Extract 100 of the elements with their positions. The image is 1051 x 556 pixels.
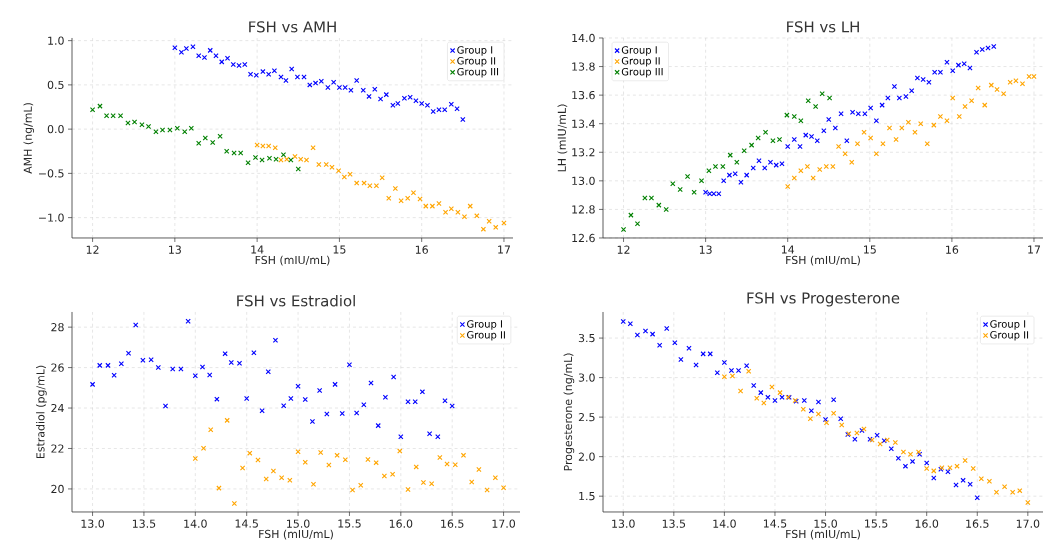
point [420,479,427,486]
point [777,389,783,396]
legend-label: Group I [621,46,657,56]
point [349,487,356,493]
point [844,138,850,144]
point [354,77,360,84]
point [970,465,976,472]
point [192,373,198,379]
point [97,103,103,109]
point [117,113,124,119]
point [202,135,208,141]
point [111,372,117,378]
y-tick-label: 0.5 [47,80,64,90]
point [801,397,807,404]
point [918,121,924,127]
x-tick-label: 12 [617,245,630,254]
point [620,226,627,233]
point [838,111,844,117]
point [900,449,907,455]
point [302,396,308,403]
point [993,489,1000,495]
point [332,381,338,388]
point [89,106,96,113]
point [295,383,301,389]
point [1019,81,1026,87]
point [729,373,736,379]
legend-label: Group I [467,320,502,330]
point [642,328,649,334]
chart-title: FSH vs Progesterone [747,292,900,307]
x-tick-label: 16 [946,245,959,254]
point [702,189,709,195]
x-tick-label: 13.0 [612,519,635,528]
point [228,359,234,366]
point [899,125,905,131]
point [244,395,250,402]
point [419,389,426,395]
point [390,374,397,380]
point [383,91,389,98]
point [797,143,803,150]
legend-label: Group II [457,57,496,67]
point [413,464,419,470]
y-tick-label: −0.5 [39,169,64,178]
point [118,361,124,367]
x-tick-label: 15 [333,245,346,254]
point [435,434,441,440]
point [706,168,712,174]
point [839,422,845,428]
point [765,394,771,401]
point [738,179,744,185]
point [270,468,277,474]
point [214,396,220,402]
point [924,141,930,147]
point [245,160,251,166]
point [1010,489,1016,495]
point [947,465,953,471]
point [309,418,316,425]
point [428,481,435,487]
point [239,465,246,471]
point [784,112,790,118]
point [484,487,490,493]
point [691,189,697,195]
x-tick-label: 12 [86,245,99,254]
point [365,456,371,463]
point [353,410,360,416]
x-tick-label: 14.5 [235,519,258,528]
chart-title: FSH vs LH [787,21,859,33]
point [873,151,880,157]
point [474,213,480,219]
x-axis-title: FSH (mIU/mL) [255,255,330,266]
legend-label: Group II [621,57,660,67]
point [213,53,219,59]
x-axis-title: FSH (mIU/mL) [259,529,333,540]
point [892,439,898,446]
point [339,410,345,417]
y-axis-title: Estradiol (pg/mL) [36,365,47,459]
point [392,185,399,192]
point [937,113,944,120]
point [830,397,837,403]
point [185,318,191,324]
point [854,141,861,147]
point [909,88,915,94]
point [460,116,466,123]
point [405,195,411,201]
point [1025,499,1031,506]
legend-label: Group II [990,331,1029,341]
point [381,473,388,479]
point [798,118,804,124]
y-tick-label: 14.0 [572,33,595,43]
point [500,485,507,491]
point [360,87,366,93]
point [832,125,838,131]
point [492,475,499,481]
point [251,350,257,356]
point [886,125,893,131]
point [974,495,980,501]
x-tick-label: 14 [251,245,264,254]
point [278,74,284,80]
x-axis-title: FSH (mIU/mL) [786,255,860,266]
point [326,462,332,468]
y-tick-label: 13.2 [572,148,595,157]
